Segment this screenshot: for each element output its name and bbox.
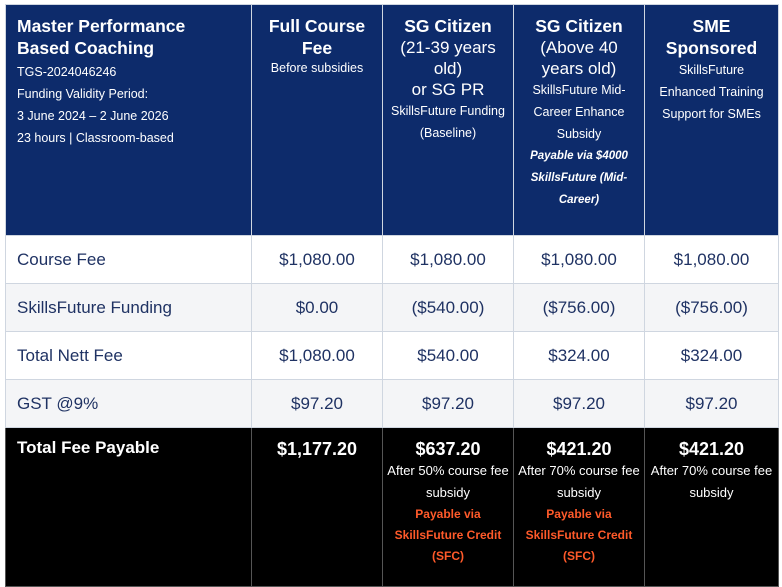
table-row-gst: GST @9% $97.20 $97.20 $97.20 $97.20	[5, 379, 779, 428]
payable-via-sfc: Payable via SkillsFuture Credit (SFC)	[394, 507, 502, 563]
table-header-row: Master Performance Based Coaching TGS-20…	[5, 4, 779, 236]
row-label: GST @9%	[5, 379, 252, 428]
program-duration: 23 hours | Classroom-based	[17, 131, 174, 145]
column-title-age: (21-39 years old)	[400, 38, 496, 78]
table-row-total-nett-fee: Total Nett Fee $1,080.00 $540.00 $324.00…	[5, 331, 779, 380]
table-cell: $1,080.00	[251, 331, 383, 380]
total-amount: $1,177.20	[276, 439, 358, 459]
table-cell: $324.00	[644, 331, 779, 380]
column-title: SG Citizen	[404, 16, 492, 36]
table-cell: $1,080.00	[513, 235, 645, 284]
fee-table: Master Performance Based Coaching TGS-20…	[5, 4, 779, 587]
column-subtitle: SkillsFuture Enhanced Training Support f…	[659, 63, 764, 121]
column-title: SME Sponsored	[665, 16, 758, 58]
program-info-cell: Master Performance Based Coaching TGS-20…	[5, 4, 252, 236]
column-title-age: (Above 40 years old)	[540, 38, 618, 78]
total-cell-sme-sponsored: $421.20 After 70% course fee subsidy	[644, 427, 779, 587]
table-row-course-fee: Course Fee $1,080.00 $1,080.00 $1,080.00…	[5, 235, 779, 284]
fee-table-container: Master Performance Based Coaching TGS-20…	[5, 4, 779, 587]
column-subtitle: Before subsidies	[270, 61, 364, 75]
row-label: SkillsFuture Funding	[5, 283, 252, 332]
table-cell: $540.00	[382, 331, 514, 380]
column-title: SG Citizen	[535, 16, 623, 36]
table-row-total-fee-payable: Total Fee Payable $1,177.20 $637.20 Afte…	[5, 427, 779, 587]
funding-validity-dates: 3 June 2024 – 2 June 2026	[17, 109, 169, 123]
subsidy-note: After 70% course fee subsidy	[650, 463, 773, 500]
table-row-skillsfuture-funding: SkillsFuture Funding $0.00 ($540.00) ($7…	[5, 283, 779, 332]
payable-via-mid-career: Payable via $4000 SkillsFuture (Mid-Care…	[530, 150, 628, 206]
table-cell: $97.20	[513, 379, 645, 428]
program-code: TGS-2024046246	[17, 65, 117, 79]
column-title: Full Course Fee	[268, 16, 366, 58]
table-cell: $1,080.00	[251, 235, 383, 284]
total-cell-sg-citizen-21-39: $637.20 After 50% course fee subsidy Pay…	[382, 427, 514, 587]
column-title-pr: or SG PR	[411, 80, 485, 99]
total-amount: $421.20	[678, 439, 745, 459]
table-cell: $97.20	[251, 379, 383, 428]
column-header-sg-citizen-40-plus: SG Citizen (Above 40 years old) SkillsFu…	[513, 4, 645, 236]
total-amount: $421.20	[546, 439, 612, 459]
subsidy-note: After 50% course fee subsidy	[387, 463, 509, 500]
column-subtitle: SkillsFuture Funding (Baseline)	[391, 104, 505, 140]
column-header-sme-sponsored: SME Sponsored SkillsFuture Enhanced Trai…	[644, 4, 779, 236]
table-cell: $1,080.00	[644, 235, 779, 284]
total-label: Total Fee Payable	[5, 427, 252, 587]
column-header-full-fee: Full Course Fee Before subsidies	[251, 4, 383, 236]
column-subtitle: SkillsFuture Mid-Career Enhance Subsidy	[532, 83, 626, 141]
table-cell: ($756.00)	[644, 283, 779, 332]
total-amount: $637.20	[415, 439, 481, 459]
column-header-sg-citizen-21-39: SG Citizen (21-39 years old) or SG PR Sk…	[382, 4, 514, 236]
table-cell: $0.00	[251, 283, 383, 332]
table-cell: ($756.00)	[513, 283, 645, 332]
table-cell: $324.00	[513, 331, 645, 380]
total-cell-sg-citizen-40-plus: $421.20 After 70% course fee subsidy Pay…	[513, 427, 645, 587]
table-cell: ($540.00)	[382, 283, 514, 332]
total-cell-full-fee: $1,177.20	[251, 427, 383, 587]
row-label: Course Fee	[5, 235, 252, 284]
row-label: Total Nett Fee	[5, 331, 252, 380]
payable-via-sfc: Payable via SkillsFuture Credit (SFC)	[525, 507, 633, 563]
program-title: Master Performance Based Coaching	[17, 16, 186, 58]
funding-validity-label: Funding Validity Period:	[17, 87, 149, 101]
table-cell: $97.20	[382, 379, 514, 428]
subsidy-note: After 70% course fee subsidy	[518, 463, 640, 500]
table-cell: $97.20	[644, 379, 779, 428]
table-cell: $1,080.00	[382, 235, 514, 284]
